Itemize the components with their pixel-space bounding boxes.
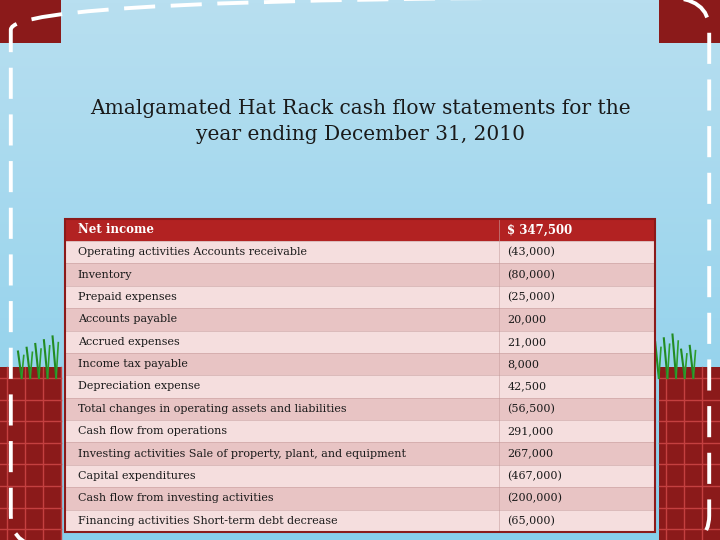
Text: Depreciation expense: Depreciation expense (78, 381, 200, 391)
Text: (200,000): (200,000) (508, 493, 562, 503)
Text: 267,000: 267,000 (508, 449, 554, 458)
Text: Cash flow from operations: Cash flow from operations (78, 426, 227, 436)
Bar (65, 510, 655, 532)
Text: (467,000): (467,000) (508, 471, 562, 481)
Text: 21,000: 21,000 (508, 337, 546, 347)
Text: (43,000): (43,000) (508, 247, 555, 258)
Text: Amalgamated Hat Rack cash flow statements for the
year ending December 31, 2010: Amalgamated Hat Rack cash flow statement… (90, 99, 630, 144)
Text: Total changes in operating assets and liabilities: Total changes in operating assets and li… (78, 404, 346, 414)
Text: (65,000): (65,000) (508, 516, 555, 526)
Bar (65, 308, 655, 330)
Text: Inventory: Inventory (78, 269, 132, 280)
Text: Income tax payable: Income tax payable (78, 359, 188, 369)
Text: Investing activities Sale of property, plant, and equipment: Investing activities Sale of property, p… (78, 449, 406, 458)
Bar (65, 219, 655, 241)
Text: Net income: Net income (78, 224, 154, 237)
Bar (0, 0, 61, 43)
Text: Cash flow from investing activities: Cash flow from investing activities (78, 494, 274, 503)
Text: Financing activities Short-term debt decrease: Financing activities Short-term debt dec… (78, 516, 338, 526)
Text: Accrued expenses: Accrued expenses (78, 337, 179, 347)
Bar (65, 420, 655, 442)
Text: (56,500): (56,500) (508, 404, 555, 414)
Bar (65, 353, 655, 375)
Text: (25,000): (25,000) (508, 292, 555, 302)
Text: Operating activities Accounts receivable: Operating activities Accounts receivable (78, 247, 307, 257)
Text: $ 347,500: $ 347,500 (508, 224, 572, 237)
Bar (0, 367, 61, 540)
Bar (65, 487, 655, 510)
Bar (65, 286, 655, 308)
Text: 20,000: 20,000 (508, 314, 546, 325)
Bar (65, 264, 655, 286)
Bar (65, 219, 655, 532)
Bar (65, 330, 655, 353)
Text: (80,000): (80,000) (508, 269, 555, 280)
Bar (659, 0, 720, 43)
Bar (65, 397, 655, 420)
Bar (659, 367, 720, 540)
Text: Accounts payable: Accounts payable (78, 314, 177, 325)
Bar (65, 465, 655, 487)
Text: 8,000: 8,000 (508, 359, 539, 369)
Text: Capital expenditures: Capital expenditures (78, 471, 195, 481)
Bar (65, 241, 655, 264)
Text: 291,000: 291,000 (508, 426, 554, 436)
Text: 42,500: 42,500 (508, 381, 546, 391)
Bar (65, 375, 655, 397)
Text: Prepaid expenses: Prepaid expenses (78, 292, 176, 302)
Bar (65, 442, 655, 465)
